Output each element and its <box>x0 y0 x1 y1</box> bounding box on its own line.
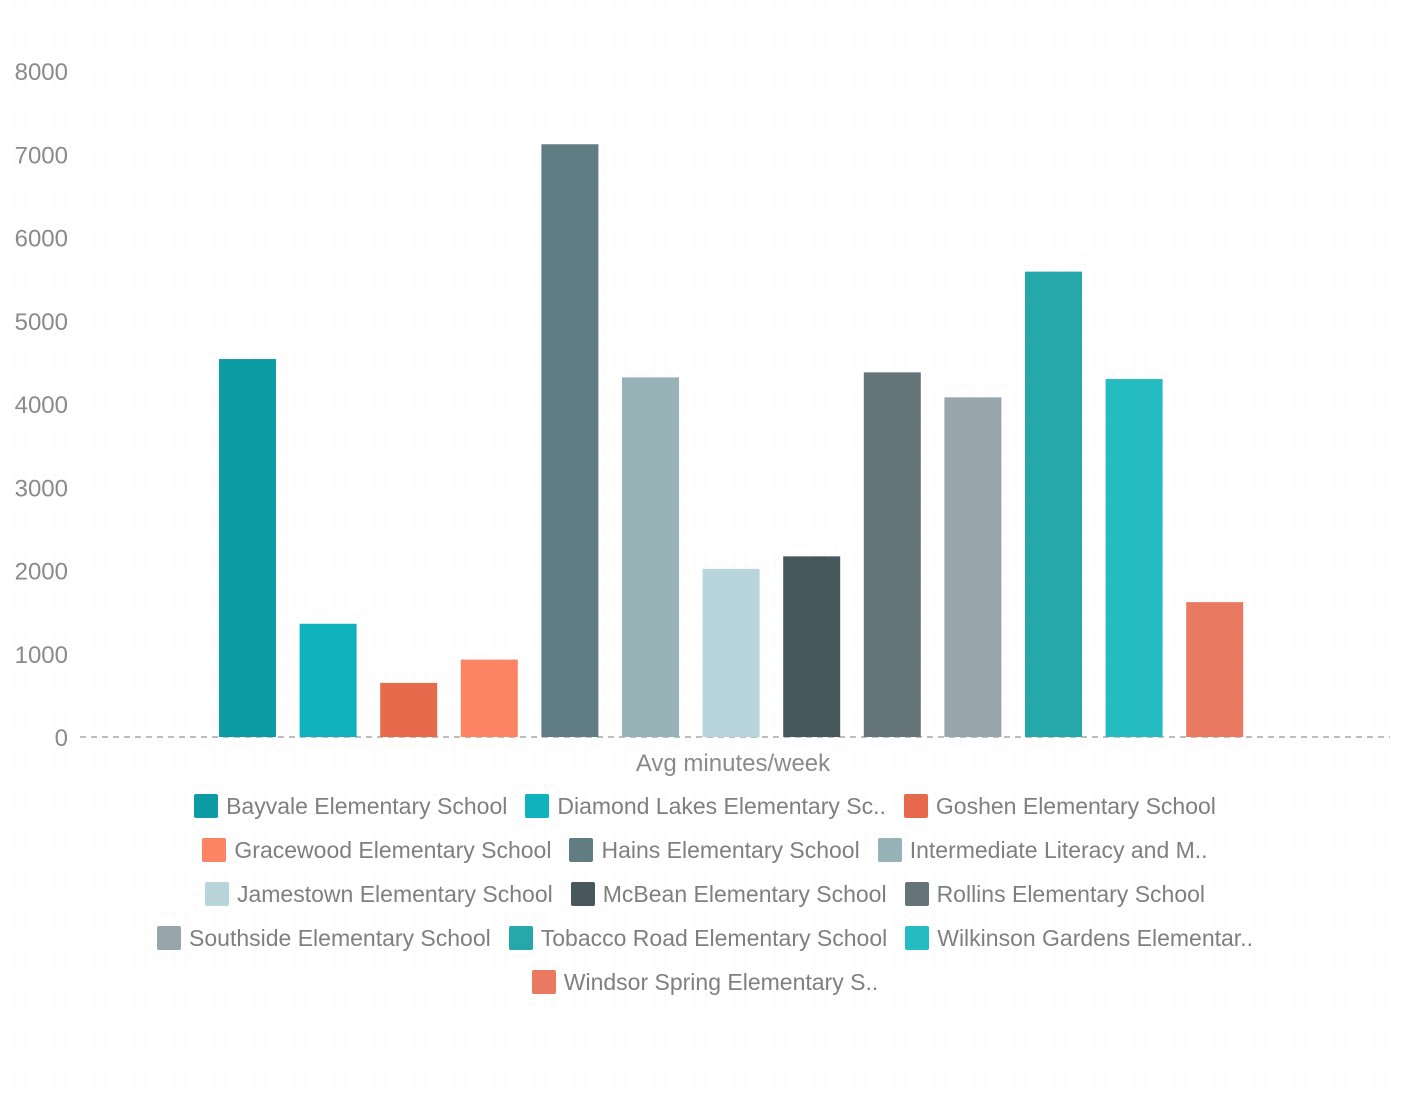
legend-label: Wilkinson Gardens Elementar.. <box>937 924 1253 951</box>
y-tick-label: 5000 <box>15 309 68 336</box>
legend-label: Intermediate Literacy and M.. <box>909 836 1208 863</box>
legend: Bayvale Elementary School Diamond Lakes E… <box>40 792 1370 996</box>
legend-swatch <box>570 882 595 906</box>
legend-swatch <box>569 838 594 862</box>
y-tick-label: 4000 <box>15 392 68 419</box>
legend-item[interactable]: Diamond Lakes Elementary Sc.. <box>525 792 886 820</box>
bar[interactable] <box>541 144 599 737</box>
legend-label: Diamond Lakes Elementary Sc.. <box>557 792 886 819</box>
legend-item[interactable]: Hains Elementary School <box>569 836 860 864</box>
legend-swatch <box>903 794 928 818</box>
bar[interactable] <box>380 682 438 737</box>
bar[interactable] <box>1105 379 1163 737</box>
legend-swatch <box>531 970 556 994</box>
legend-label: Rollins Elementary School <box>936 880 1206 907</box>
bar[interactable] <box>1025 271 1082 737</box>
legend-label: Goshen Elementary School <box>935 792 1216 819</box>
bar[interactable] <box>299 623 357 737</box>
legend-label: Tobacco Road Elementary School <box>540 924 888 951</box>
bars <box>219 144 1244 737</box>
y-tick-label: 0 <box>55 725 68 752</box>
bar[interactable] <box>944 397 1002 737</box>
legend-label: Bayvale Elementary School <box>226 792 508 819</box>
legend-item[interactable]: Rollins Elementary School <box>904 880 1206 908</box>
legend-swatch <box>202 838 227 862</box>
y-tick-label: 8000 <box>15 59 68 86</box>
y-axis-ticks: 0 1000 2000 3000 4000 5000 6000 7000 8000 <box>15 59 68 752</box>
legend-label: McBean Elementary School <box>602 880 887 907</box>
legend-swatch <box>508 926 533 950</box>
bar-chart: 0 1000 2000 3000 4000 5000 6000 7000 8000 Avg mi… <box>15 59 1390 777</box>
bar[interactable] <box>622 377 679 737</box>
legend-label: Jamestown Elementary School <box>236 880 553 907</box>
y-tick-label: 2000 <box>15 559 68 586</box>
legend-item[interactable]: Windsor Spring Elementary S.. <box>531 968 879 996</box>
bar[interactable] <box>702 568 760 737</box>
y-tick-label: 1000 <box>15 642 68 669</box>
y-tick-label: 7000 <box>15 142 68 169</box>
bar[interactable] <box>219 359 276 737</box>
legend-item[interactable]: Jamestown Elementary School <box>204 880 553 908</box>
legend-swatch <box>904 882 929 906</box>
bar[interactable] <box>460 659 518 737</box>
legend-item[interactable]: Goshen Elementary School <box>903 792 1216 820</box>
legend-label: Gracewood Elementary School <box>234 836 552 863</box>
legend-swatch <box>905 926 930 950</box>
legend-item[interactable]: Tobacco Road Elementary School <box>508 924 888 952</box>
legend-label: Southside Elementary School <box>189 924 491 951</box>
legend-swatch <box>194 794 219 818</box>
legend-item[interactable]: Bayvale Elementary School <box>194 792 507 820</box>
legend-label: Hains Elementary School <box>601 836 860 863</box>
legend-swatch <box>877 838 902 862</box>
legend-swatch <box>204 882 229 906</box>
legend-swatch <box>157 926 182 950</box>
bar[interactable] <box>1186 602 1244 737</box>
y-tick-label: 6000 <box>15 226 68 253</box>
legend-item[interactable]: Southside Elementary School <box>157 924 491 952</box>
legend-item[interactable]: McBean Elementary School <box>570 880 887 908</box>
y-tick-label: 3000 <box>15 475 68 502</box>
legend-item[interactable]: Gracewood Elementary School <box>202 836 551 864</box>
legend-swatch <box>525 794 550 818</box>
legend-label: Windsor Spring Elementary S.. <box>563 968 879 995</box>
legend-item[interactable]: Wilkinson Gardens Elementar.. <box>905 924 1253 952</box>
legend-item[interactable]: Intermediate Literacy and M.. <box>877 836 1208 864</box>
bar[interactable] <box>863 372 921 737</box>
x-axis-label: Avg minutes/week <box>636 750 831 777</box>
bar[interactable] <box>783 556 841 737</box>
